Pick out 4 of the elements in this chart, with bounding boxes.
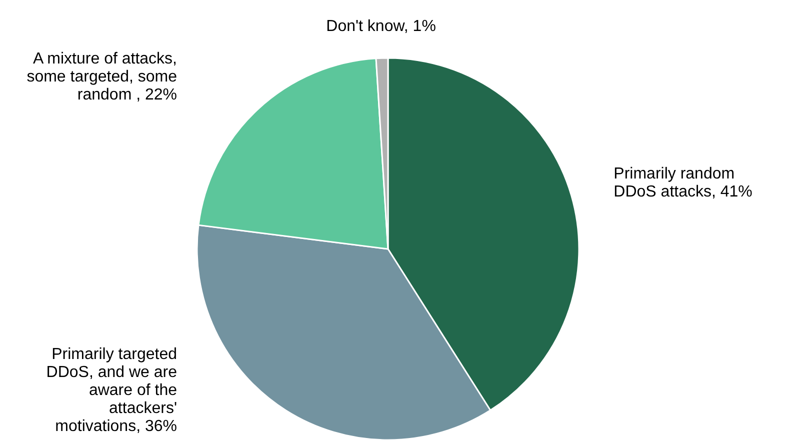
slice-label: Don't know, 1% <box>326 18 436 36</box>
slice-label: A mixture of attacks, some targeted, some random , 22% <box>26 50 178 104</box>
slice-label: Primarily targeted DDoS, and we are aware of the attackers' motivations, 36% <box>46 346 178 435</box>
slice-label: Primarily random DDoS attacks, 41% <box>614 165 752 200</box>
